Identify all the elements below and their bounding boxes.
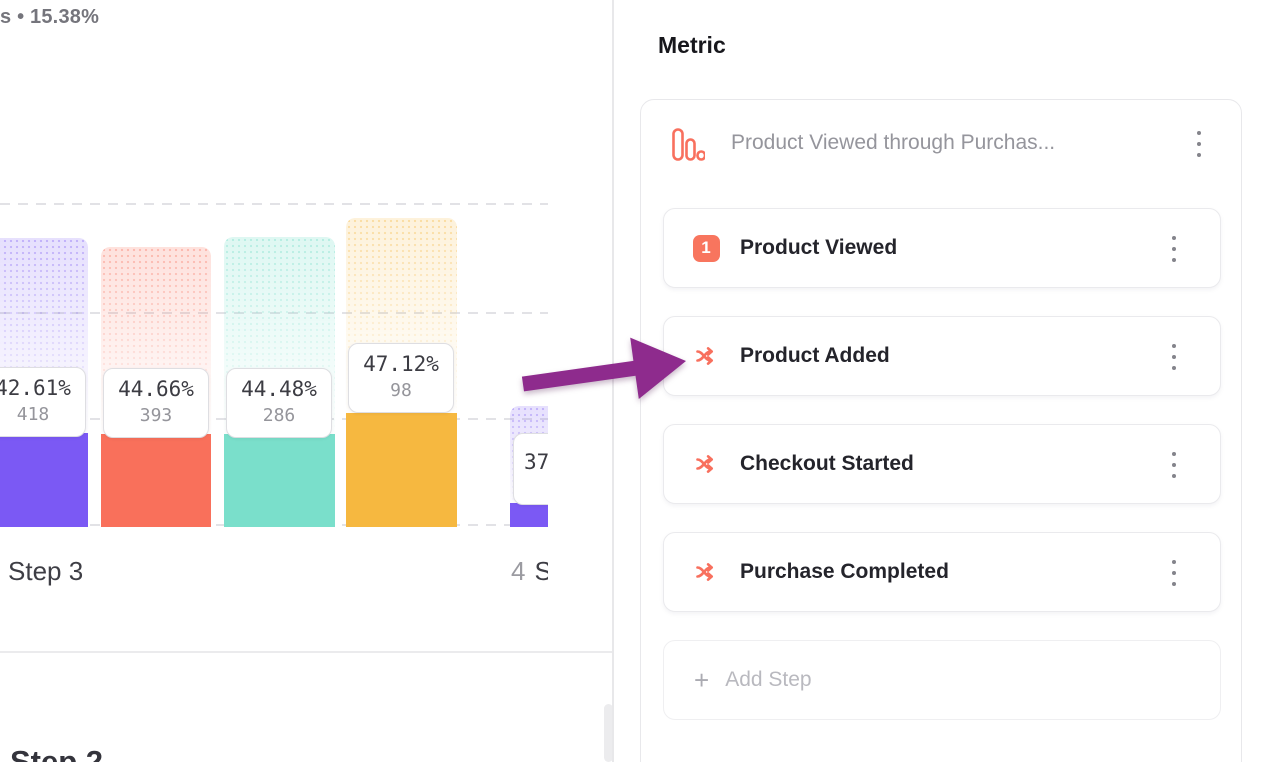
- bar-value-label: 42.61% 418: [0, 367, 86, 437]
- panel-divider: [612, 0, 614, 762]
- bar-count: 418: [16, 404, 50, 425]
- step-label: Product Viewed: [740, 236, 898, 259]
- add-step-label: Add Step: [725, 668, 812, 691]
- bar-value-label: 37: [513, 433, 548, 505]
- shuffle-icon: [692, 344, 720, 368]
- step-number-badge: 1: [692, 234, 720, 262]
- bar-count: 98: [390, 380, 412, 401]
- legend-fragment: s • 15.38%: [0, 6, 100, 28]
- funnel-step-row[interactable]: 1 Product Viewed: [663, 208, 1221, 288]
- funnel-step-row[interactable]: Checkout Started: [663, 424, 1221, 504]
- funnel-bar[interactable]: [0, 433, 88, 527]
- kebab-menu-icon[interactable]: [1164, 452, 1184, 478]
- plus-icon: +: [694, 665, 710, 695]
- funnel-step-row[interactable]: Product Added: [663, 316, 1221, 396]
- section-title-step-2: Step 2: [10, 744, 104, 762]
- funnel-step-row[interactable]: Purchase Completed: [663, 532, 1221, 612]
- kebab-menu-icon[interactable]: [1164, 560, 1184, 586]
- bar-percent: 44.66%: [118, 377, 194, 401]
- add-step-button[interactable]: + Add Step: [663, 640, 1221, 720]
- bar-percent: 42.61%: [0, 376, 71, 400]
- bar-count: 393: [139, 405, 173, 426]
- metric-panel-title: Metric: [658, 32, 726, 58]
- bar-value-label: 44.66% 393: [103, 368, 209, 438]
- bar-percent: 44.48%: [241, 377, 317, 401]
- funnel-bar[interactable]: [101, 434, 211, 527]
- section-divider: [0, 651, 613, 653]
- bar-percent: 37: [524, 450, 548, 474]
- bar-percent: 47.12%: [363, 352, 439, 376]
- shuffle-icon: [692, 452, 720, 476]
- gridline: [0, 203, 548, 205]
- shuffle-icon: [692, 560, 720, 584]
- bar-count: 286: [262, 405, 296, 426]
- axis-label-step-4: 4Step 4: [511, 556, 548, 586]
- step-label: Product Added: [740, 344, 890, 367]
- funnel-chart: s • 15.38% 42.61% 418 44.66% 393 44.48% …: [0, 0, 548, 762]
- bar-value-label: 47.12% 98: [348, 343, 454, 413]
- metric-header[interactable]: Product Viewed through Purchas...: [641, 100, 1241, 188]
- gridline: [0, 312, 548, 314]
- funnel-bar[interactable]: [224, 434, 335, 527]
- metric-name: Product Viewed through Purchas...: [731, 131, 1056, 154]
- axis-label-step-3: Step 3: [8, 556, 84, 586]
- funnel-bar[interactable]: [346, 413, 457, 527]
- step-label: Purchase Completed: [740, 560, 949, 583]
- bar-value-label: 44.48% 286: [226, 368, 332, 438]
- scrollbar-thumb[interactable]: [604, 704, 613, 762]
- kebab-menu-icon[interactable]: [1189, 131, 1209, 157]
- kebab-menu-icon[interactable]: [1164, 344, 1184, 370]
- funnel-chart-icon: [671, 127, 707, 168]
- kebab-menu-icon[interactable]: [1164, 236, 1184, 262]
- funnel-bar[interactable]: [510, 503, 548, 527]
- metric-card: Product Viewed through Purchas... 1 Prod…: [640, 99, 1242, 762]
- step-label: Checkout Started: [740, 452, 914, 475]
